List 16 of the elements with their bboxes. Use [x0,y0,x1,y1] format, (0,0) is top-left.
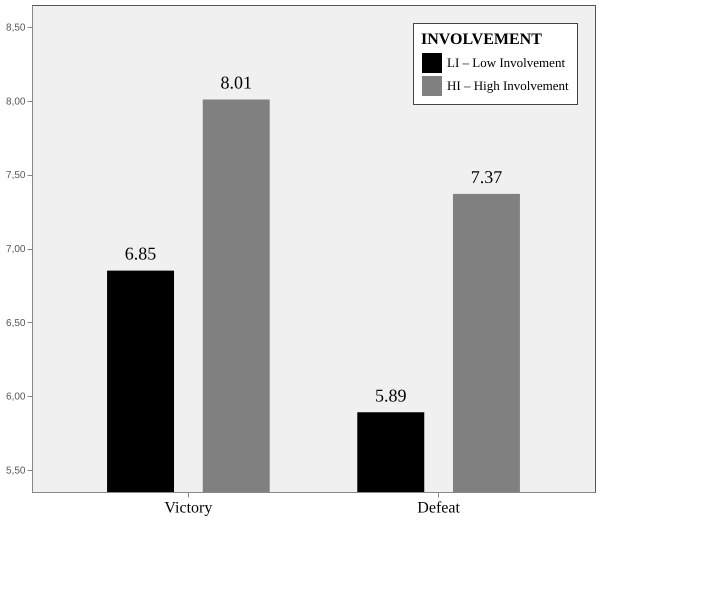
y-tick-label: 6,00 [6,392,26,403]
y-tick-label: 5,50 [6,465,26,476]
legend-label: LI – Low Involvement [447,55,566,70]
y-tick-label: 7,50 [6,170,26,182]
y-tick-label: 6,50 [6,318,26,329]
y-tick-label: 8,00 [6,96,26,108]
x-tick-label: Defeat [417,500,460,516]
y-tick-label: 8,50 [6,22,26,34]
data-label: 7.37 [470,166,502,187]
x-tick-label: Victory [164,500,212,516]
data-label: 6.85 [124,244,156,264]
data-label: 8.01 [220,72,252,92]
data-label: 5.89 [375,385,407,406]
legend-title: INVOLVEMENT [421,31,542,48]
legend-label: HI – High Involvement [447,78,570,93]
y-tick-label: 7,00 [6,244,26,255]
